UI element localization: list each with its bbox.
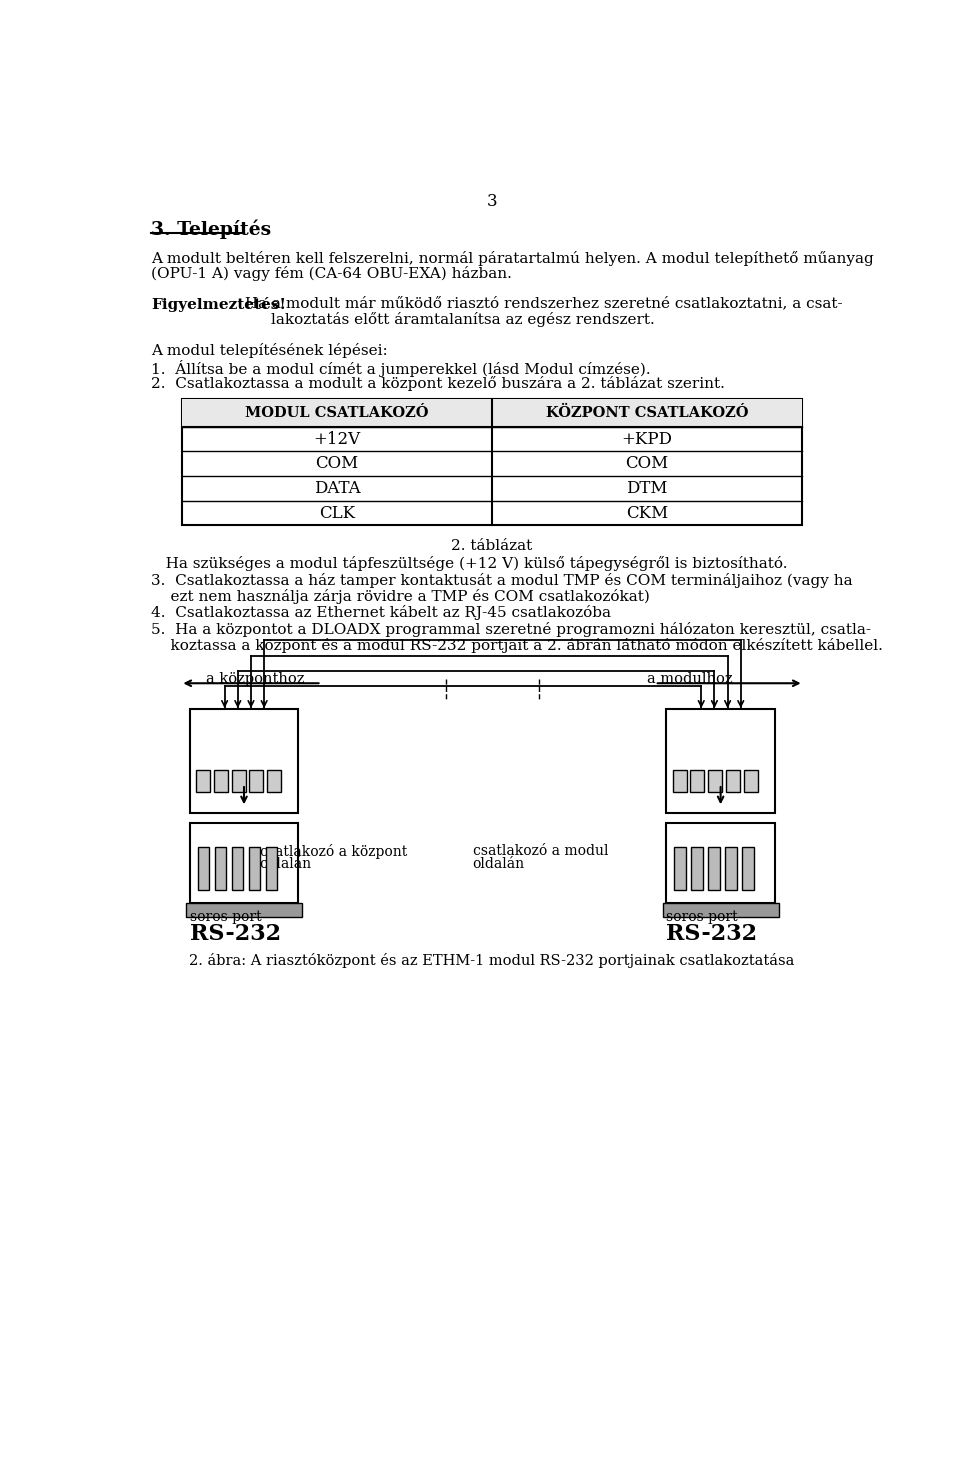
Text: 1.  Állítsa be a modul címét a jumperekkel (lásd Modul címzése).: 1. Állítsa be a modul címét a jumperekke… <box>151 359 651 377</box>
Text: soros port: soros port <box>190 909 261 924</box>
Bar <box>182 399 802 525</box>
Text: A modul telepítésének lépései:: A modul telepítésének lépései: <box>151 343 388 358</box>
Text: csatlakozó a modul: csatlakozó a modul <box>472 844 608 859</box>
Bar <box>267 770 281 792</box>
Text: DTM: DTM <box>626 480 668 497</box>
Bar <box>674 847 685 890</box>
Text: CKM: CKM <box>626 504 668 522</box>
Bar <box>708 847 720 890</box>
Text: ezt nem használja zárja rövidre a TMP és COM csatlakozókat): ezt nem használja zárja rövidre a TMP és… <box>151 588 650 603</box>
Bar <box>198 847 209 890</box>
Text: 2.  Csatlakoztassa a modult a központ kezelő buszára a 2. táblázat szerint.: 2. Csatlakoztassa a modult a központ kez… <box>151 375 725 392</box>
Text: +12V: +12V <box>313 430 361 448</box>
Text: csatlakozó a központ: csatlakozó a központ <box>259 844 407 859</box>
Bar <box>666 709 775 813</box>
Text: A modult beltéren kell felszerelni, normál páratartalmú helyen. A modul telepíth: A modult beltéren kell felszerelni, norm… <box>151 250 874 266</box>
Bar <box>190 823 299 903</box>
Bar <box>186 903 302 918</box>
Text: COM: COM <box>625 455 668 473</box>
Text: 2. ábra: A riasztóközpont és az ETHM-1 modul RS-232 portjainak csatlakoztatása: 2. ábra: A riasztóközpont és az ETHM-1 m… <box>189 953 795 968</box>
Text: Ha a modult már működő riasztó rendszerhez szeretné csatlakoztatni, a csat-: Ha a modult már működő riasztó rendszerh… <box>240 297 843 310</box>
Bar <box>182 399 802 427</box>
Text: Figyelmeztetés!: Figyelmeztetés! <box>151 297 286 312</box>
Bar <box>249 847 260 890</box>
Bar <box>726 770 740 792</box>
Text: koztassa a központ és a modul RS-232 portjait a 2. ábrán látható módon elkészíte: koztassa a központ és a modul RS-232 por… <box>151 638 883 653</box>
Text: 3. Telepítés: 3. Telepítés <box>151 220 271 239</box>
Text: a központhoz: a központhoz <box>206 672 305 686</box>
Bar <box>708 770 722 792</box>
Bar <box>742 847 754 890</box>
Text: 4.  Csatlakoztassa az Ethernet kábelt az RJ-45 csatlakozóba: 4. Csatlakoztassa az Ethernet kábelt az … <box>151 606 611 621</box>
Bar <box>744 770 757 792</box>
Text: (OPU-1 A) vagy fém (CA-64 OBU-EXA) házban.: (OPU-1 A) vagy fém (CA-64 OBU-EXA) házba… <box>151 266 512 281</box>
Text: 3: 3 <box>487 192 497 210</box>
Bar <box>190 709 299 813</box>
Text: Ha szükséges a modul tápfeszültsége (+12 V) külső tápegységről is biztosítható.: Ha szükséges a modul tápfeszültsége (+12… <box>151 556 787 571</box>
Text: oldalán: oldalán <box>259 856 312 871</box>
Bar <box>690 770 705 792</box>
Text: soros port: soros port <box>666 909 738 924</box>
Text: RS-232: RS-232 <box>190 924 281 946</box>
Bar <box>673 770 686 792</box>
Bar <box>662 903 779 918</box>
Text: MODUL CSATLAKOZÓ: MODUL CSATLAKOZÓ <box>245 406 429 420</box>
Bar <box>231 847 243 890</box>
Bar <box>214 847 227 890</box>
Bar <box>196 770 210 792</box>
Text: 2. táblázat: 2. táblázat <box>451 539 533 553</box>
Bar <box>666 823 775 903</box>
Text: DATA: DATA <box>314 480 360 497</box>
Text: COM: COM <box>316 455 359 473</box>
Bar <box>214 770 228 792</box>
Text: oldalán: oldalán <box>472 856 525 871</box>
Bar <box>266 847 277 890</box>
Bar <box>250 770 263 792</box>
Bar <box>691 847 703 890</box>
Text: lakoztatás előtt áramtalanítsa az egész rendszert.: lakoztatás előtt áramtalanítsa az egész … <box>271 312 655 327</box>
Text: 3.  Csatlakoztassa a ház tamper kontaktusát a modul TMP és COM termináljaihoz (v: 3. Csatlakoztassa a ház tamper kontaktus… <box>151 573 852 588</box>
Text: KÖZPONT CSATLAKOZÓ: KÖZPONT CSATLAKOZÓ <box>545 406 748 420</box>
Bar <box>725 847 737 890</box>
Text: +KPD: +KPD <box>621 430 673 448</box>
Bar <box>231 770 246 792</box>
Text: CLK: CLK <box>319 504 355 522</box>
Text: RS-232: RS-232 <box>666 924 757 946</box>
Text: a modulhoz: a modulhoz <box>647 672 732 686</box>
Text: 5.  Ha a központot a DLOADX programmal szeretné programozni hálózaton keresztül,: 5. Ha a központot a DLOADX programmal sz… <box>151 622 871 637</box>
